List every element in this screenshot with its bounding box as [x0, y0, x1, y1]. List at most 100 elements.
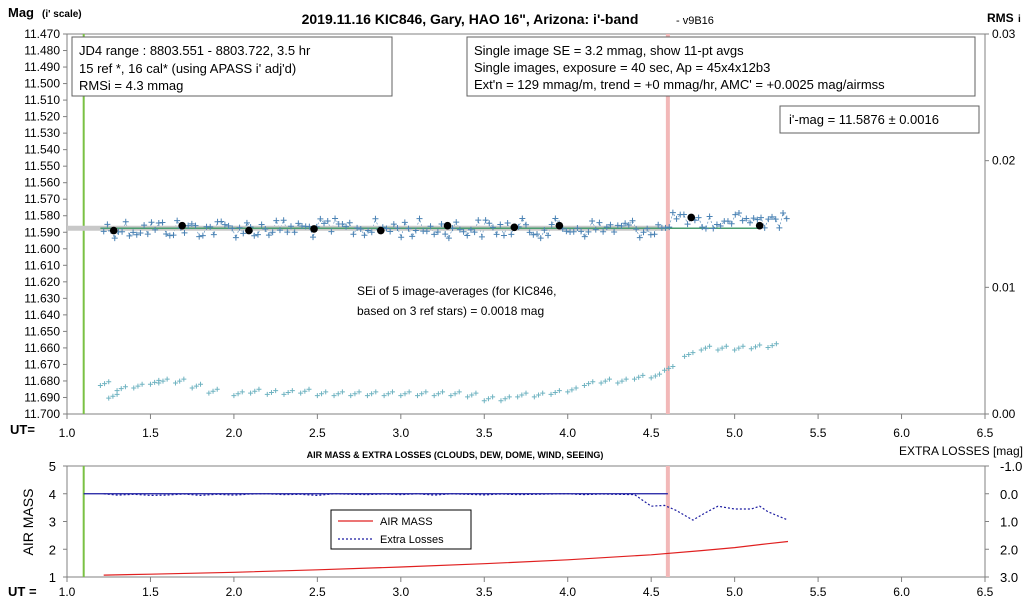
image-cross: [405, 225, 412, 232]
rms-cross: [598, 380, 604, 386]
airmass-tick-label: 5: [49, 459, 56, 474]
image-cross: [780, 209, 787, 216]
image-cross: [152, 226, 159, 233]
rms-cross: [536, 392, 542, 398]
rms-cross: [369, 391, 375, 397]
legend: [330, 509, 472, 550]
y-tick-label: 11.530: [24, 126, 60, 140]
image-cross: [478, 233, 485, 240]
image-cross: [321, 220, 328, 227]
image-cross: [262, 226, 269, 233]
image-cross: [713, 221, 720, 228]
rms-cross: [402, 391, 408, 397]
rms-cross: [314, 393, 320, 399]
average-point: [555, 221, 564, 230]
image-cross: [611, 228, 618, 235]
image-cross: [276, 227, 283, 234]
image-cross: [629, 217, 636, 224]
image-cross: [236, 224, 243, 231]
image-cross: [119, 228, 126, 235]
image-cross: [361, 232, 368, 239]
image-cross: [232, 234, 239, 241]
image-cross: [724, 218, 731, 225]
rms-cross: [381, 393, 387, 399]
rms-cross: [485, 396, 491, 402]
x-tick-label: 2.0: [226, 426, 243, 440]
rms-cross: [147, 381, 153, 387]
image-cross: [163, 230, 170, 237]
rms-cross: [231, 393, 237, 399]
image-cross: [618, 222, 625, 229]
extra-losses-line: [103, 493, 789, 521]
image-cross: [354, 224, 361, 231]
y-tick-label: 11.560: [24, 176, 60, 190]
image-cross: [368, 229, 375, 236]
bottom-x-tick-label: 3.5: [476, 585, 493, 599]
image-cross: [636, 234, 643, 241]
x-tick-label: 2.5: [309, 426, 326, 440]
y-tick-label: 11.620: [24, 275, 60, 289]
y-axis-label-sub: (i' scale): [42, 9, 82, 20]
rms-cross: [490, 394, 496, 400]
image-cross: [644, 225, 651, 232]
info-right-line-2: Single images, exposure = 40 sec, Ap = 4…: [474, 60, 770, 75]
bottom-x-tick-label: 4.5: [643, 585, 660, 599]
bottom-plot-marks: [82, 466, 789, 577]
image-cross: [504, 220, 511, 227]
rms-cross: [264, 391, 270, 397]
image-cross: [229, 225, 236, 232]
y2-axis-label: RMS: [987, 11, 1014, 25]
image-cross: [537, 235, 544, 242]
image-cross: [192, 222, 199, 229]
rms-cross: [419, 391, 425, 397]
rms-cross: [298, 390, 304, 396]
bottom-x-axis-label: UT =: [8, 584, 37, 599]
airmass-tick-label: 4: [49, 487, 56, 502]
image-cross: [732, 211, 739, 218]
image-cross: [449, 225, 456, 232]
image-cross: [574, 225, 581, 232]
image-cross: [269, 229, 276, 236]
image-cross: [442, 231, 449, 238]
rms-cross: [97, 383, 103, 388]
rms-cross: [540, 390, 546, 396]
rms-cross: [465, 394, 471, 400]
rms-cross: [586, 381, 592, 387]
average-point: [178, 221, 186, 230]
top-tick-labels: 11.470 11.480 11.490 11.500 11.510 11.520 11.5…: [24, 27, 1015, 440]
image-cross: [181, 229, 188, 236]
info-box-left: [71, 36, 393, 97]
image-cross: [776, 224, 783, 231]
image-cross: [166, 232, 173, 239]
x-tick-label: 1.0: [59, 426, 76, 440]
bottom-x-tick-label: 5.0: [726, 585, 743, 599]
rms-cross: [707, 343, 713, 349]
image-cross: [640, 229, 647, 236]
rms-cross: [769, 343, 775, 349]
image-cross: [680, 211, 687, 218]
rms-cross: [373, 389, 379, 395]
image-cross: [746, 219, 753, 226]
image-cross: [434, 228, 441, 235]
image-cross: [467, 226, 474, 233]
average-point: [109, 226, 118, 235]
rms-cross: [723, 343, 729, 349]
y2-tick-label: 0.02: [992, 154, 1016, 168]
rms-cross: [198, 381, 204, 387]
rms-cross: [506, 394, 512, 400]
image-cross: [464, 232, 471, 239]
image-cross: [772, 216, 779, 223]
image-cross: [596, 219, 603, 226]
y-tick-label: 11.490: [24, 60, 60, 74]
image-cross: [221, 221, 228, 228]
image-cross: [423, 228, 430, 235]
rms-cross: [581, 383, 587, 388]
y-tick-label: 11.630: [24, 291, 60, 305]
image-cross: [199, 232, 206, 239]
image-cross: [372, 215, 379, 222]
rms-cross: [415, 393, 421, 399]
image-cross: [243, 219, 250, 226]
bottom-x-tick-label: 2.0: [226, 585, 243, 599]
sei-note-line-1: SEi of 5 image-averages (for KIC846,: [357, 284, 556, 298]
image-cross: [607, 221, 614, 228]
